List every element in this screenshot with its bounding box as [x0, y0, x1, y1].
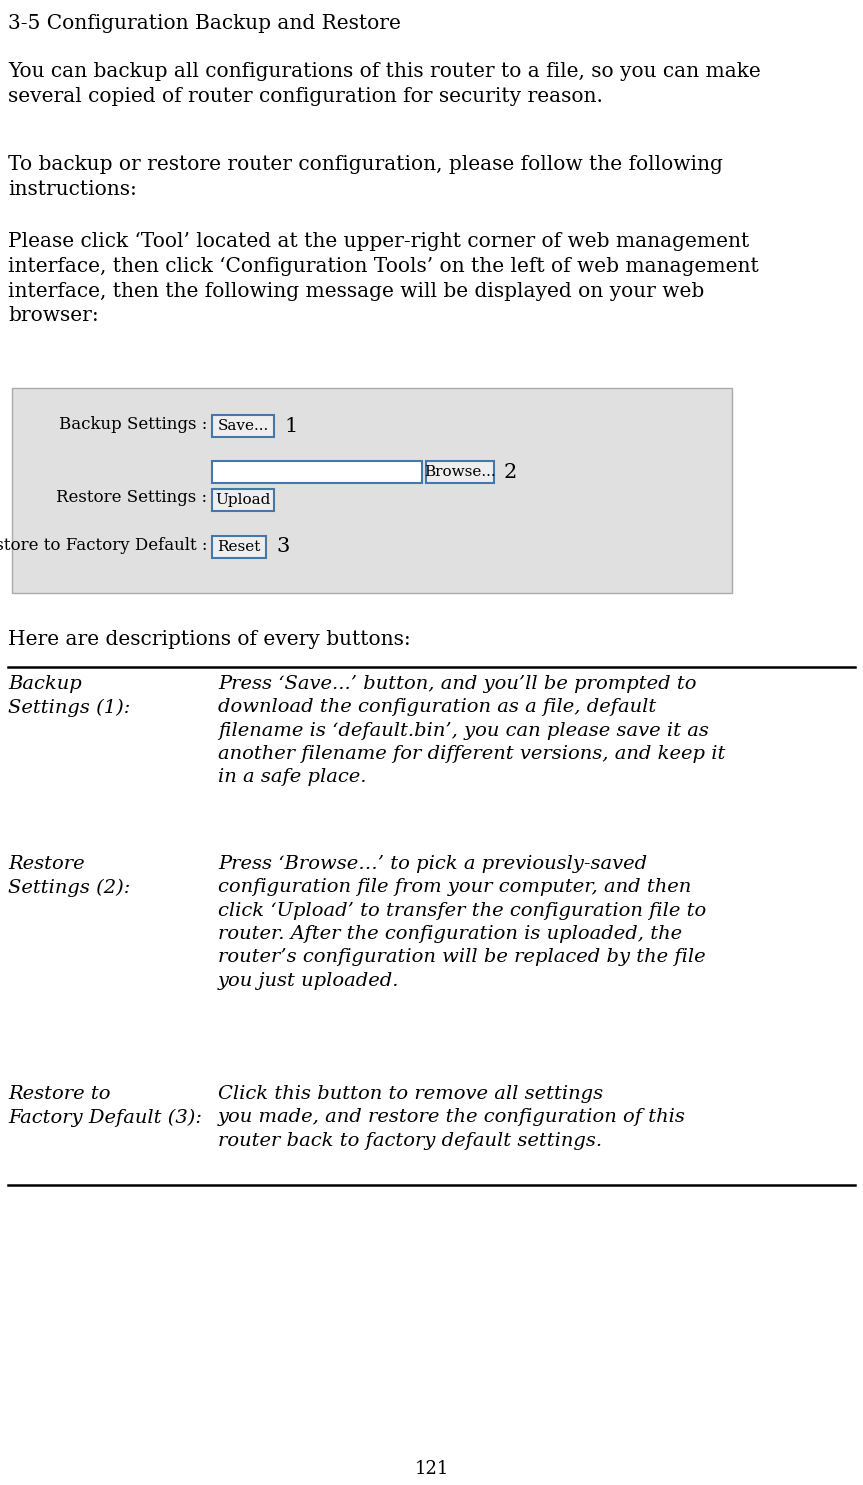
Text: Restore to
Factory Default (3):: Restore to Factory Default (3):: [8, 1086, 202, 1127]
FancyBboxPatch shape: [212, 489, 274, 511]
Text: Restore
Settings (2):: Restore Settings (2):: [8, 855, 130, 897]
Text: Press ‘Save...’ button, and you’ll be prompted to
download the configuration as : Press ‘Save...’ button, and you’ll be pr…: [218, 676, 726, 786]
Text: You can backup all configurations of this router to a file, so you can make
seve: You can backup all configurations of thi…: [8, 62, 761, 105]
FancyBboxPatch shape: [212, 536, 266, 558]
Text: Browse...: Browse...: [425, 465, 496, 480]
Text: 2: 2: [504, 462, 517, 481]
FancyBboxPatch shape: [426, 460, 494, 483]
Text: Reset: Reset: [217, 541, 261, 554]
Text: Backup
Settings (1):: Backup Settings (1):: [8, 676, 130, 717]
Text: 3-5 Configuration Backup and Restore: 3-5 Configuration Backup and Restore: [8, 13, 401, 33]
Text: Save...: Save...: [217, 419, 268, 434]
Text: 3: 3: [276, 538, 289, 557]
Text: Here are descriptions of every buttons:: Here are descriptions of every buttons:: [8, 630, 411, 649]
Text: Upload: Upload: [215, 493, 271, 506]
Text: Restore to Factory Default :: Restore to Factory Default :: [0, 538, 207, 554]
FancyBboxPatch shape: [12, 388, 732, 593]
FancyBboxPatch shape: [212, 460, 422, 483]
FancyBboxPatch shape: [212, 414, 274, 437]
Text: Restore Settings :: Restore Settings :: [56, 489, 207, 506]
Text: Press ‘Browse…’ to pick a previously-saved
configuration file from your computer: Press ‘Browse…’ to pick a previously-sav…: [218, 855, 706, 989]
Text: To backup or restore router configuration, please follow the following
instructi: To backup or restore router configuratio…: [8, 154, 723, 199]
Text: 1: 1: [284, 416, 298, 435]
Text: Click this button to remove all settings
you made, and restore the configuration: Click this button to remove all settings…: [218, 1086, 686, 1149]
Text: Please click ‘Tool’ located at the upper-right corner of web management
interfac: Please click ‘Tool’ located at the upper…: [8, 232, 759, 325]
Text: 121: 121: [414, 1460, 449, 1478]
Text: Backup Settings :: Backup Settings :: [59, 416, 207, 434]
